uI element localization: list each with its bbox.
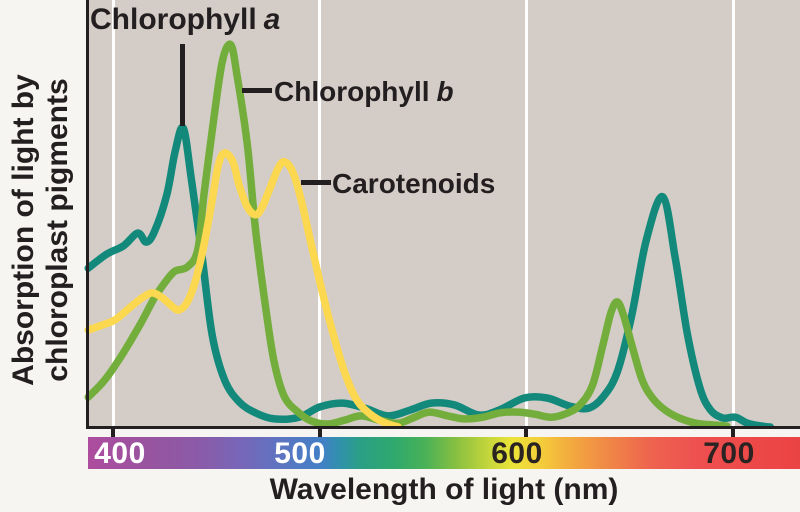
x-axis-title: Wavelength of light (nm) (269, 473, 619, 506)
carotenoids-label-text: Carotenoids (332, 168, 496, 199)
chlorophyll-b-label-text: Chlorophyll (274, 76, 430, 107)
chlorophyll-a-label-suffix: a (263, 3, 281, 36)
x-tick-label: 500 (274, 437, 326, 470)
carotenoids-leader-line (301, 180, 331, 185)
carotenoids-curve (84, 149, 402, 429)
y-axis-title-line1: Absorption of light by (7, 74, 41, 386)
chlorophyll-a-curve (84, 123, 775, 429)
y-axis-title-line2: chloroplast pigments (41, 78, 74, 382)
x-tick-label: 700 (703, 437, 755, 470)
spectrum-bar: 400 500 600 700 (88, 437, 800, 470)
x-tick-label: 400 (94, 437, 146, 470)
chlorophyll-a-label-text: Chlorophyll (90, 3, 257, 36)
chlorophyll-a-leader-line (180, 44, 185, 126)
chlorophyll-b-leader-line (242, 88, 272, 93)
curves-svg (84, 40, 775, 429)
y-axis-title: Absorption of light by chloroplast pigme… (7, 74, 75, 386)
carotenoids-label: Carotenoids (332, 168, 495, 200)
chlorophyll-a-label: Chlorophyll a (90, 3, 280, 37)
chlorophyll-b-label: Chlorophyll b (274, 76, 454, 108)
y-axis-line (86, 0, 89, 429)
chlorophyll-b-label-suffix: b (436, 76, 454, 107)
x-axis-line (86, 426, 800, 429)
x-tick-label: 600 (491, 437, 543, 470)
